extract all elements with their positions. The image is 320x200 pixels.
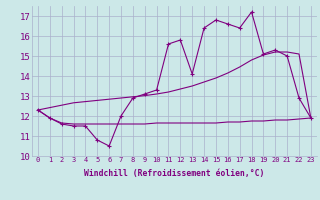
X-axis label: Windchill (Refroidissement éolien,°C): Windchill (Refroidissement éolien,°C)	[84, 169, 265, 178]
